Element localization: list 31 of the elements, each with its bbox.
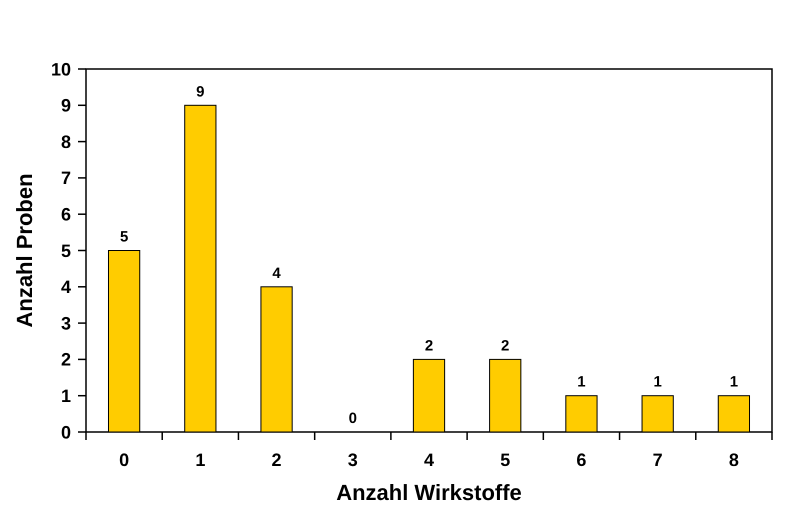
data-label: 2	[501, 337, 510, 354]
x-tick-label: 4	[424, 450, 434, 470]
x-tick-label: 6	[576, 450, 586, 470]
data-label: 1	[577, 374, 586, 391]
x-tick-label: 1	[195, 450, 206, 470]
y-tick-label: 0	[60, 422, 71, 442]
x-axis-title: Anzahl Wirkstoffe	[336, 480, 522, 505]
x-tick-label: 5	[500, 450, 510, 470]
y-axis-title: Anzahl Proben	[12, 173, 37, 328]
y-tick-label: 10	[50, 59, 71, 80]
data-label: 5	[120, 228, 128, 246]
y-tick-label: 6	[60, 204, 71, 224]
x-tick-label: 7	[652, 450, 663, 470]
x-tick-label: 8	[728, 450, 739, 470]
data-label: 2	[424, 337, 434, 354]
data-label: 9	[196, 83, 205, 100]
y-tick-label: 5	[60, 240, 71, 261]
data-label: 1	[653, 374, 662, 391]
y-tick-label: 2	[60, 350, 71, 370]
y-tick-label: 8	[60, 132, 71, 152]
y-tick-label: 9	[60, 96, 71, 116]
y-tick-label: 3	[60, 313, 71, 334]
y-tick-label: 4	[60, 277, 71, 298]
data-label: 0	[348, 410, 357, 427]
x-tick-label: 0	[119, 450, 130, 470]
x-tick-label: 2	[272, 450, 282, 470]
y-tick-label: 1	[60, 386, 71, 406]
data-label: 1	[730, 374, 738, 391]
x-tick-label: 3	[348, 450, 358, 470]
data-label: 4	[272, 264, 282, 282]
y-tick-label: 7	[60, 168, 71, 188]
